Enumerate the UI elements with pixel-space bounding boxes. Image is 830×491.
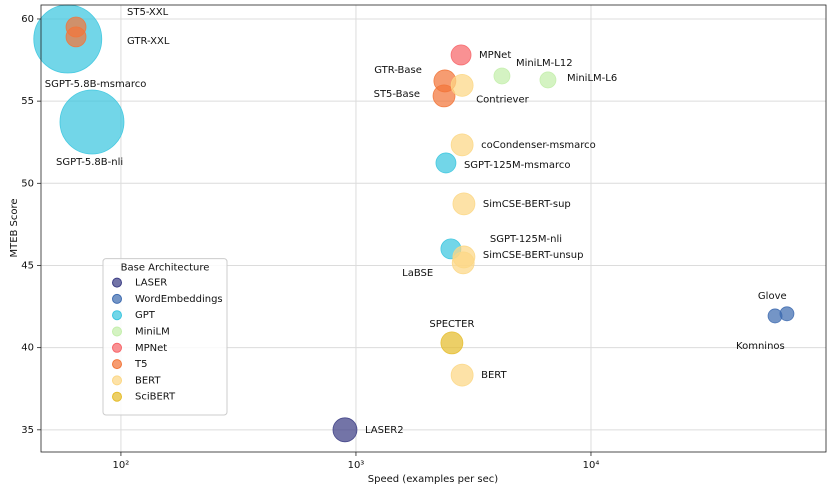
point-label: SGPT-125M-nli [490,234,562,245]
point-label: GTR-Base [374,65,422,76]
point-label: SimCSE-BERT-unsup [483,250,584,261]
bubble [767,308,783,324]
point-label: coCondenser-msmarco [481,140,596,151]
legend-label: T5 [134,359,147,370]
legend: Base Architecture LASER WordEmbeddings GPT M… [102,258,228,416]
bubble [452,192,476,216]
point-label: SGPT-5.8B-msmarco [45,79,147,90]
legend-marker [112,293,122,304]
y-axis-label: MTEB Score [9,198,20,257]
y-tick-label: 40 [21,343,34,354]
bubble [440,331,464,355]
point-label: SGPT-125M-msmarco [464,160,571,171]
y-tick-label: 50 [21,178,34,189]
legend-marker [112,310,122,321]
point-label: ST5-XXL [127,7,169,18]
plot-frame [40,4,827,453]
legend-label: SciBERT [135,392,176,403]
legend-marker [112,277,122,288]
y-tick-label: 35 [21,425,34,436]
x-tick-label: 10² [113,460,130,471]
x-tick-label: 10³ [348,460,365,471]
legend-title: Base Architecture [121,263,210,274]
point-label: GTR-XXL [127,36,170,47]
point-label: Komninos [736,341,785,352]
bubble [539,71,557,89]
legend-label: BERT [135,375,161,386]
legend-label: MiniLM [135,327,170,338]
point-label: SGPT-5.8B-nli [56,157,123,168]
bubble [432,84,456,108]
grid-layer [41,5,826,452]
legend-label: GPT [135,310,156,321]
point-label: SimCSE-BERT-sup [483,199,571,210]
bubble [450,363,474,387]
point-label: MPNet [479,50,511,61]
point-label: BERT [481,370,507,381]
point-label: Contriever [476,94,529,105]
point-label: LASER2 [365,425,404,436]
bubble [450,133,474,157]
bubble [65,26,87,48]
y-tick-label: 60 [21,14,34,25]
bubble [451,251,475,275]
bubble [435,152,457,174]
point-label: MiniLM-L6 [567,73,617,84]
point-label: SPECTER [429,319,474,330]
bubble [450,73,474,97]
legend-marker [112,391,122,402]
legend-label: MPNet [135,343,167,354]
legend-label: WordEmbeddings [135,294,223,305]
y-tick-label: 45 [21,260,34,271]
legend-marker [112,326,122,337]
bubble [332,417,358,443]
legend-marker [112,359,122,370]
legend-box [102,258,228,416]
legend-marker [112,342,122,353]
bubble [493,67,511,85]
bubble [450,44,472,66]
marks-layer: LASER2 Glove Komninos SGPT-5.8B-msmarco SGPT… [33,4,795,443]
x-axis-label: Speed (examples per sec) [368,474,499,485]
legend-label: LASER [135,278,167,289]
legend-marker [112,375,122,386]
point-label: LaBSE [402,268,433,279]
point-label: MiniLM-L12 [516,58,573,69]
point-label: Glove [758,291,787,302]
y-tick-label: 55 [21,96,34,107]
point-label: ST5-Base [374,89,420,100]
bubble [59,89,125,155]
x-tick-label: 10⁴ [583,460,600,471]
